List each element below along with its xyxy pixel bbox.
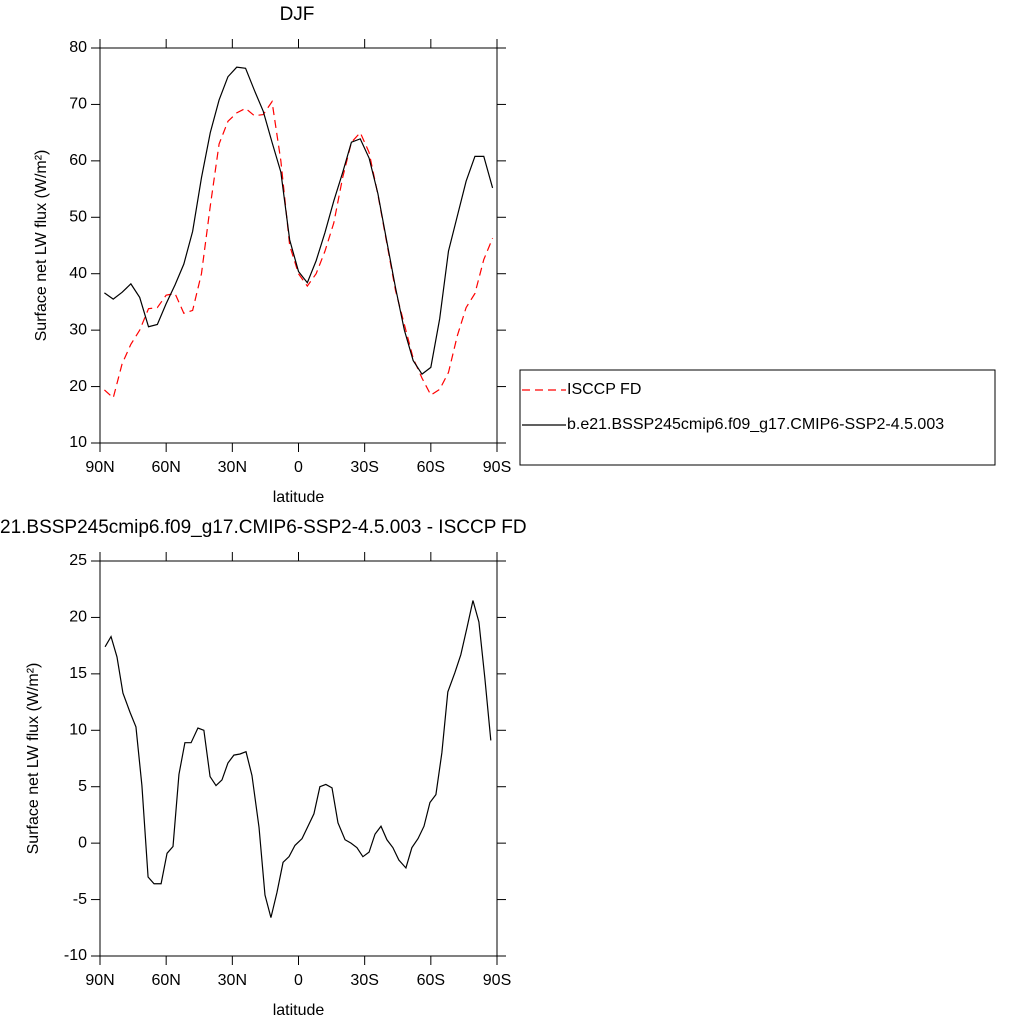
x-tick-label: 90S: [483, 972, 511, 989]
x-tick-label: 60N: [151, 459, 180, 476]
y-tick-label: 5: [78, 778, 87, 795]
y-axis-label: Surface net LW flux (W/m²): [25, 663, 42, 855]
x-tick-label: 60S: [417, 972, 445, 989]
y-tick-label: 50: [69, 209, 87, 226]
y-axis-label: Surface net LW flux (W/m²): [33, 150, 50, 342]
chart-title: DJF: [280, 4, 315, 25]
x-tick-label: 30S: [350, 972, 378, 989]
x-tick-label: 90N: [85, 972, 114, 989]
legend-box: [519, 369, 996, 466]
y-tick-label: -10: [64, 947, 87, 964]
x-tick-label: 30N: [218, 972, 247, 989]
plot-frame: [99, 47, 498, 444]
y-tick-label: -5: [73, 891, 87, 908]
y-tick-label: 0: [78, 834, 87, 851]
x-axis-label: latitude: [273, 1002, 325, 1019]
x-tick-label: 60N: [151, 972, 180, 989]
x-tick-label: 30N: [218, 459, 247, 476]
data-line: [104, 600, 492, 918]
y-tick-label: 25: [69, 552, 87, 569]
y-tick-label: 20: [69, 378, 87, 395]
x-tick-label: 90N: [85, 459, 114, 476]
x-axis-label: latitude: [273, 489, 325, 506]
legend-label: b.e21.BSSP245cmip6.f09_g17.CMIP6-SSP2-4.…: [567, 416, 944, 433]
y-tick-label: 30: [69, 321, 87, 338]
chart-title: 21.BSSP245cmip6.f09_g17.CMIP6-SSP2-4.5.0…: [0, 517, 527, 538]
data-line: [104, 100, 494, 399]
y-tick-label: 10: [69, 434, 87, 451]
y-tick-label: 20: [69, 609, 87, 626]
y-tick-label: 15: [69, 665, 87, 682]
x-tick-label: 90S: [483, 459, 511, 476]
x-tick-label: 0: [294, 459, 303, 476]
y-tick-label: 60: [69, 152, 87, 169]
plot-frame: [99, 560, 498, 957]
y-tick-label: 10: [69, 722, 87, 739]
y-tick-label: 80: [69, 39, 87, 56]
data-line: [104, 66, 494, 376]
y-tick-label: 40: [69, 265, 87, 282]
x-tick-label: 0: [294, 972, 303, 989]
x-tick-label: 60S: [417, 459, 445, 476]
y-tick-label: 70: [69, 96, 87, 113]
legend-label: ISCCP FD: [567, 381, 641, 398]
x-tick-label: 30S: [350, 459, 378, 476]
